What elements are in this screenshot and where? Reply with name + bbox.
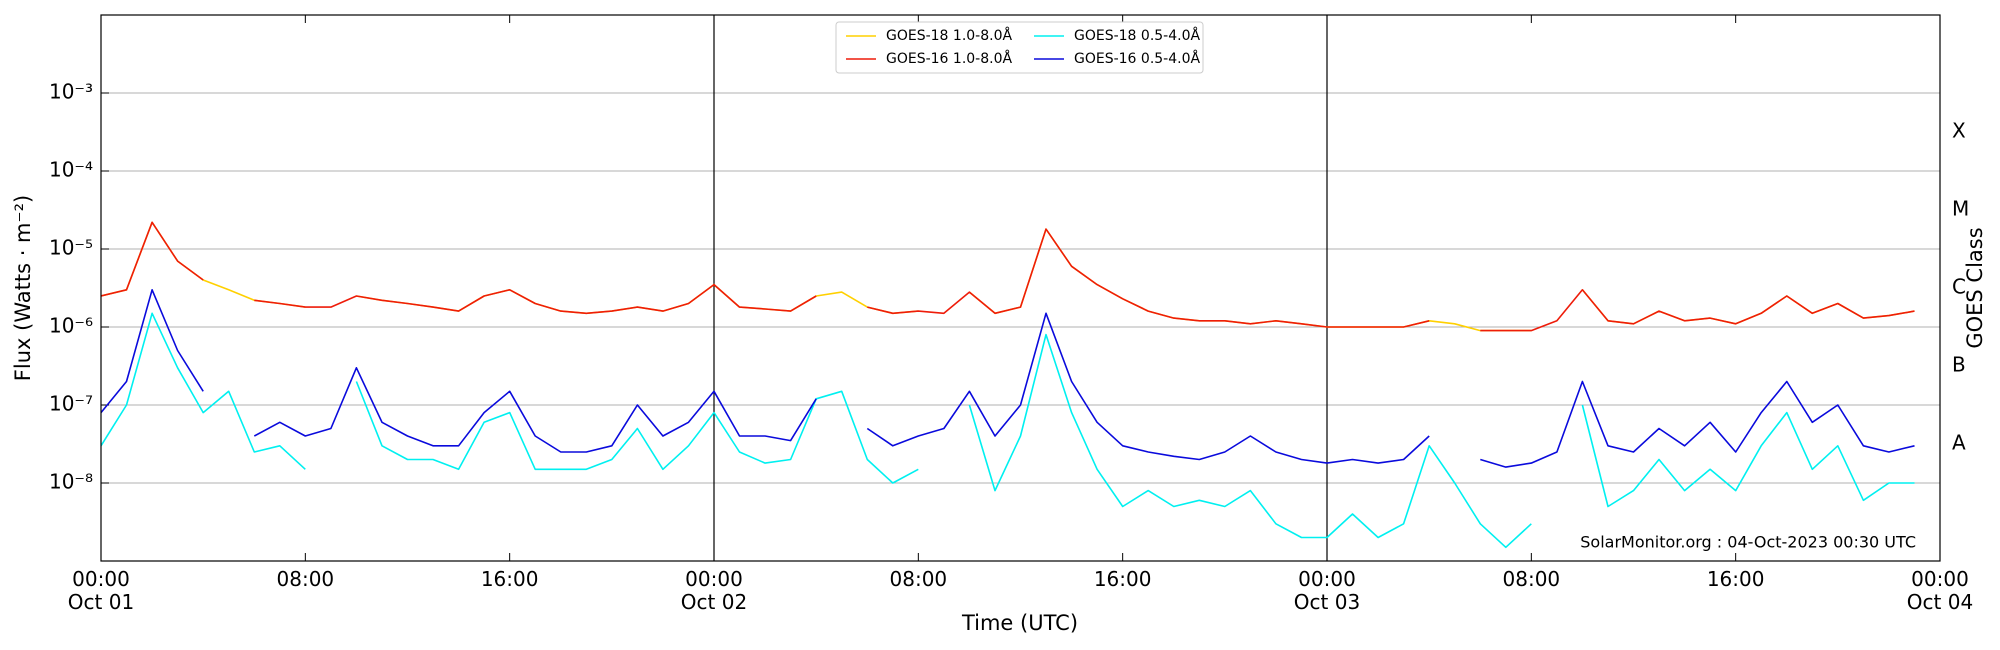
- y-tick-label: 10⁻⁴: [49, 158, 93, 182]
- y2-tick-label: X: [1952, 119, 1966, 143]
- x-tick-label: 08:00: [889, 567, 948, 591]
- y-tick-label: 10⁻³: [49, 80, 93, 104]
- legend-label: GOES-18 0.5-4.0Å: [1074, 27, 1200, 44]
- x-tick-label: 00:00 Oct 03: [1293, 567, 1361, 614]
- y2-tick-label: M: [1952, 197, 1969, 221]
- y-tick-label: 10⁻⁷: [49, 392, 93, 416]
- y-tick-label: 10⁻⁸: [49, 470, 93, 494]
- legend-label: GOES-16 1.0-8.0Å: [886, 50, 1012, 67]
- x-tick-label: 00:00 Oct 04: [1906, 567, 1974, 614]
- x-tick-label: 08:00: [1502, 567, 1561, 591]
- y2-axis-label: GOES Class: [1963, 227, 1987, 348]
- grid: [100, 15, 1941, 561]
- flux-line: [101, 221, 1915, 332]
- flux-line: [101, 289, 1915, 468]
- flux-line: [101, 312, 1915, 549]
- x-tick-label: 16:00: [1706, 567, 1765, 591]
- x-tick-label: 08:00: [276, 567, 335, 591]
- y2-tick-label: A: [1952, 431, 1966, 455]
- x-tick-label: 16:00: [480, 567, 539, 591]
- x-tick-label: 00:00 Oct 02: [680, 567, 748, 614]
- flux-line: [101, 221, 1915, 332]
- x-tick-label: 00:00 Oct 01: [67, 567, 135, 614]
- axes-frame: [100, 14, 1941, 562]
- annotation: SolarMonitor.org : 04-Oct-2023 00:30 UTC: [1580, 533, 1916, 552]
- legend-label: GOES-16 0.5-4.0Å: [1074, 50, 1200, 67]
- legend-box: [835, 21, 1204, 74]
- legend-label: GOES-18 1.0-8.0Å: [886, 27, 1012, 44]
- y-axis-label: Flux (Watts · m⁻²): [11, 195, 35, 381]
- y2-tick-label: C: [1952, 275, 1966, 299]
- x-axis-label: Time (UTC): [961, 611, 1078, 635]
- y-tick-label: 10⁻⁶: [49, 314, 93, 338]
- x-tick-label: 16:00: [1093, 567, 1152, 591]
- legend: GOES-18 1.0-8.0Å GOES-16 1.0-8.0Å GOES-18 …: [835, 21, 1204, 74]
- y2-tick-label: B: [1952, 353, 1966, 377]
- y-tick-label: 10⁻⁵: [49, 236, 93, 260]
- plot-area: [101, 221, 1915, 549]
